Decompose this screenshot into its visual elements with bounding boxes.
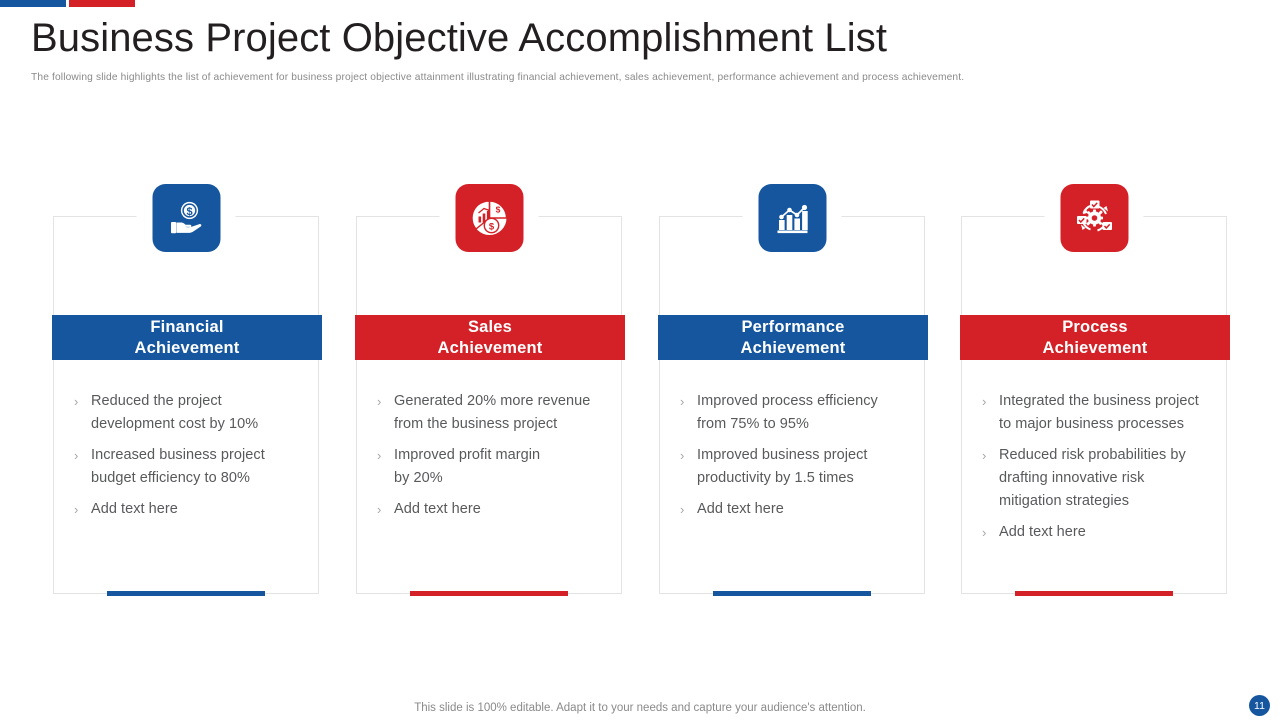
list-item-text: Integrated the business project to major… bbox=[999, 393, 1199, 432]
top-accent-bars bbox=[0, 0, 135, 7]
card-bullet-list: › Improved process efficiency from 75% t… bbox=[680, 390, 912, 529]
page-subtitle: The following slide highlights the list … bbox=[31, 72, 965, 83]
card-accent-bar bbox=[107, 591, 265, 596]
list-item: › Improved profit margin by 20% bbox=[377, 444, 609, 490]
chevron-right-icon: › bbox=[680, 448, 685, 463]
card-title-line1: Financial bbox=[150, 317, 224, 336]
card-sales-achievement[interactable]: $ $ Sales Achievement › bbox=[355, 168, 625, 596]
chevron-right-icon: › bbox=[74, 448, 79, 463]
svg-text:$: $ bbox=[495, 204, 500, 214]
card-header: Performance Achievement bbox=[658, 315, 928, 360]
icon-badge: $ bbox=[136, 168, 236, 267]
card-title-line2: Achievement bbox=[134, 338, 240, 357]
list-item-text: Increased business project budget effici… bbox=[91, 447, 265, 486]
card-bullet-list: › Integrated the business project to maj… bbox=[982, 390, 1214, 552]
icon-badge: $ $ bbox=[439, 168, 539, 267]
card-title-line1: Performance bbox=[741, 317, 845, 336]
list-item-text[interactable]: Add text here bbox=[999, 524, 1086, 540]
list-item-text: Reduced the project development cost by … bbox=[91, 393, 259, 432]
list-item-text[interactable]: Add text here bbox=[394, 501, 481, 517]
card-accent-bar bbox=[1015, 591, 1173, 596]
svg-text:$: $ bbox=[186, 206, 192, 218]
list-item-text: Improved profit margin by 20% bbox=[394, 447, 541, 486]
list-item: › Improved process efficiency from 75% t… bbox=[680, 390, 912, 436]
top-accent-bar-red bbox=[69, 0, 135, 7]
card-performance-achievement[interactable]: Performance Achievement › Improved proce… bbox=[658, 168, 928, 596]
list-item-text[interactable]: Add text here bbox=[91, 501, 178, 517]
card-bullet-list: › Reduced the project development cost b… bbox=[74, 390, 306, 529]
list-item: › Add text here bbox=[982, 521, 1214, 544]
card-title-line1: Sales bbox=[467, 317, 513, 336]
chevron-right-icon: › bbox=[982, 525, 987, 540]
card-title-line1: Process bbox=[1062, 317, 1128, 336]
card-title-line2: Achievement bbox=[740, 338, 846, 357]
bar-chart-growth-icon bbox=[758, 183, 826, 252]
chevron-right-icon: › bbox=[680, 502, 685, 517]
footer-note: This slide is 100% editable. Adapt it to… bbox=[414, 702, 866, 714]
list-item: › Add text here bbox=[377, 498, 609, 521]
chevron-right-icon: › bbox=[982, 394, 987, 409]
list-item-text: Reduced risk probabilities by drafting i… bbox=[999, 447, 1186, 509]
hand-holding-money-icon: $ bbox=[152, 183, 220, 252]
list-item-text: Improved business project productivity b… bbox=[697, 447, 868, 486]
card-header: Process Achievement bbox=[960, 315, 1230, 360]
achievement-card-grid: $ Financial Achievement › Reduced the pr… bbox=[52, 168, 1230, 596]
pie-chart-money-icon: $ $ bbox=[455, 183, 523, 252]
list-item-text[interactable]: Add text here bbox=[697, 501, 784, 517]
page-title: Business Project Objective Accomplishmen… bbox=[31, 16, 888, 60]
card-header: Sales Achievement bbox=[355, 315, 625, 360]
card-financial-achievement[interactable]: $ Financial Achievement › Reduced the pr… bbox=[52, 168, 322, 596]
card-header: Financial Achievement bbox=[52, 315, 322, 360]
card-accent-bar bbox=[410, 591, 568, 596]
gear-process-checklist-icon bbox=[1060, 183, 1128, 252]
list-item: › Increased business project budget effi… bbox=[74, 444, 306, 490]
list-item: › Reduced risk probabilities by drafting… bbox=[982, 444, 1214, 513]
card-process-achievement[interactable]: Process Achievement › Integrated the bus… bbox=[960, 168, 1230, 596]
list-item-text: Generated 20% more revenue from the busi… bbox=[394, 393, 591, 432]
chevron-right-icon: › bbox=[74, 394, 79, 409]
icon-badge bbox=[742, 168, 842, 267]
list-item: › Reduced the project development cost b… bbox=[74, 390, 306, 436]
list-item: › Add text here bbox=[74, 498, 306, 521]
chevron-right-icon: › bbox=[74, 502, 79, 517]
icon-badge bbox=[1044, 168, 1144, 267]
page-number-badge: 11 bbox=[1249, 695, 1270, 716]
svg-text:$: $ bbox=[488, 221, 494, 232]
chevron-right-icon: › bbox=[377, 448, 382, 463]
chevron-right-icon: › bbox=[982, 448, 987, 463]
list-item: › Add text here bbox=[680, 498, 912, 521]
card-title-line2: Achievement bbox=[1042, 338, 1148, 357]
list-item-text: Improved process efficiency from 75% to … bbox=[697, 393, 878, 432]
list-item: › Integrated the business project to maj… bbox=[982, 390, 1214, 436]
card-title-line2: Achievement bbox=[437, 338, 543, 357]
list-item: › Generated 20% more revenue from the bu… bbox=[377, 390, 609, 436]
chevron-right-icon: › bbox=[680, 394, 685, 409]
list-item: › Improved business project productivity… bbox=[680, 444, 912, 490]
top-accent-bar-gap bbox=[66, 0, 69, 7]
top-accent-bar-blue bbox=[0, 0, 66, 7]
card-accent-bar bbox=[713, 591, 871, 596]
chevron-right-icon: › bbox=[377, 502, 382, 517]
chevron-right-icon: › bbox=[377, 394, 382, 409]
card-bullet-list: › Generated 20% more revenue from the bu… bbox=[377, 390, 609, 529]
